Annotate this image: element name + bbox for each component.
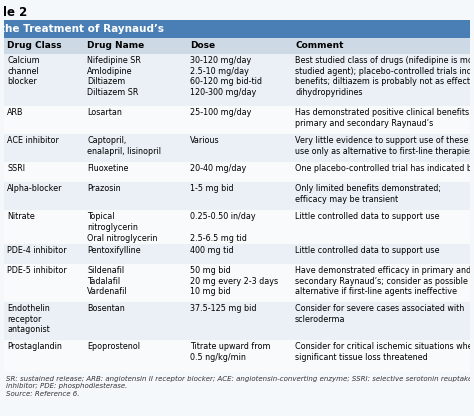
Text: Table 2: Table 2 xyxy=(0,5,27,18)
Text: Have demonstrated efficacy in primary and
secondary Raynaud’s; consider as possi: Have demonstrated efficacy in primary an… xyxy=(295,266,471,297)
Text: Epoprostenol: Epoprostenol xyxy=(87,342,140,351)
Text: One placebo-controlled trial has indicated benefit: One placebo-controlled trial has indicat… xyxy=(295,164,474,173)
Text: SSRI: SSRI xyxy=(7,164,25,173)
Text: ACE inhibitor: ACE inhibitor xyxy=(7,136,59,145)
Text: Recommended Agents for the Treatment of Raynaud’s: Recommended Agents for the Treatment of … xyxy=(0,24,164,34)
Text: 20-40 mg/day: 20-40 mg/day xyxy=(190,164,246,173)
Text: Prazosin: Prazosin xyxy=(87,184,120,193)
Text: 37.5-125 mg bid: 37.5-125 mg bid xyxy=(190,304,256,313)
Text: Has demonstrated positive clinical benefits in both
primary and secondary Raynau: Has demonstrated positive clinical benef… xyxy=(295,108,474,128)
Text: Various: Various xyxy=(190,136,219,145)
Text: Nifedipine SR
Amlodipine
Diltiazem
Diltiazem SR: Nifedipine SR Amlodipine Diltiazem Dilti… xyxy=(87,56,141,97)
Text: Losartan: Losartan xyxy=(87,108,122,117)
Text: Little controlled data to support use: Little controlled data to support use xyxy=(295,246,439,255)
Text: Best studied class of drugs (nifedipine is most
studied agent); placebo-controll: Best studied class of drugs (nifedipine … xyxy=(295,56,474,97)
Text: 1-5 mg bid: 1-5 mg bid xyxy=(190,184,234,193)
Text: Prostaglandin: Prostaglandin xyxy=(7,342,62,351)
Text: Endothelin
receptor
antagonist: Endothelin receptor antagonist xyxy=(7,304,50,334)
Text: Titrate upward from
0.5 ng/kg/min: Titrate upward from 0.5 ng/kg/min xyxy=(190,342,271,362)
Text: Pentoxifylline: Pentoxifylline xyxy=(87,246,141,255)
Text: Drug Name: Drug Name xyxy=(87,42,144,50)
Text: Very little evidence to support use of these agents;
use only as alternative to : Very little evidence to support use of t… xyxy=(295,136,474,156)
Text: Drug Class: Drug Class xyxy=(7,42,62,50)
Text: SR: sustained release; ARB: angiotensin II receptor blocker; ACE: angiotensin-co: SR: sustained release; ARB: angiotensin … xyxy=(6,376,472,397)
Text: Only limited benefits demonstrated;
efficacy may be transient: Only limited benefits demonstrated; effi… xyxy=(295,184,441,204)
Text: PDE-4 inhibitor: PDE-4 inhibitor xyxy=(7,246,67,255)
Text: 50 mg bid
20 mg every 2-3 days
10 mg bid: 50 mg bid 20 mg every 2-3 days 10 mg bid xyxy=(190,266,278,297)
Text: Consider for critical ischemic situations when
significant tissue loss threatene: Consider for critical ischemic situation… xyxy=(295,342,474,362)
Text: 400 mg tid: 400 mg tid xyxy=(190,246,234,255)
Text: 0.25-0.50 in/day

2.5-6.5 mg tid: 0.25-0.50 in/day 2.5-6.5 mg tid xyxy=(190,212,255,243)
Text: PDE-5 inhibitor: PDE-5 inhibitor xyxy=(7,266,67,275)
Text: Sildenafil
Tadalafil
Vardenafil: Sildenafil Tadalafil Vardenafil xyxy=(87,266,128,297)
Text: Nitrate: Nitrate xyxy=(7,212,35,221)
Text: 25-100 mg/day: 25-100 mg/day xyxy=(190,108,251,117)
Text: Captopril,
enalapril, lisinopril: Captopril, enalapril, lisinopril xyxy=(87,136,161,156)
Text: Fluoxetine: Fluoxetine xyxy=(87,164,128,173)
Text: 30-120 mg/day
2.5-10 mg/day
60-120 mg bid-tid
120-300 mg/day: 30-120 mg/day 2.5-10 mg/day 60-120 mg bi… xyxy=(190,56,262,97)
Text: Dose: Dose xyxy=(190,42,215,50)
Text: Calcium
channel
blocker: Calcium channel blocker xyxy=(7,56,40,87)
Text: ARB: ARB xyxy=(7,108,24,117)
Text: Alpha-blocker: Alpha-blocker xyxy=(7,184,63,193)
Text: Bosentan: Bosentan xyxy=(87,304,125,313)
Text: Comment: Comment xyxy=(295,42,344,50)
Text: Consider for severe cases associated with
scleroderma: Consider for severe cases associated wit… xyxy=(295,304,464,324)
Text: Little controlled data to support use: Little controlled data to support use xyxy=(295,212,439,221)
Text: Topical
nitroglycerin
Oral nitroglycerin: Topical nitroglycerin Oral nitroglycerin xyxy=(87,212,157,243)
